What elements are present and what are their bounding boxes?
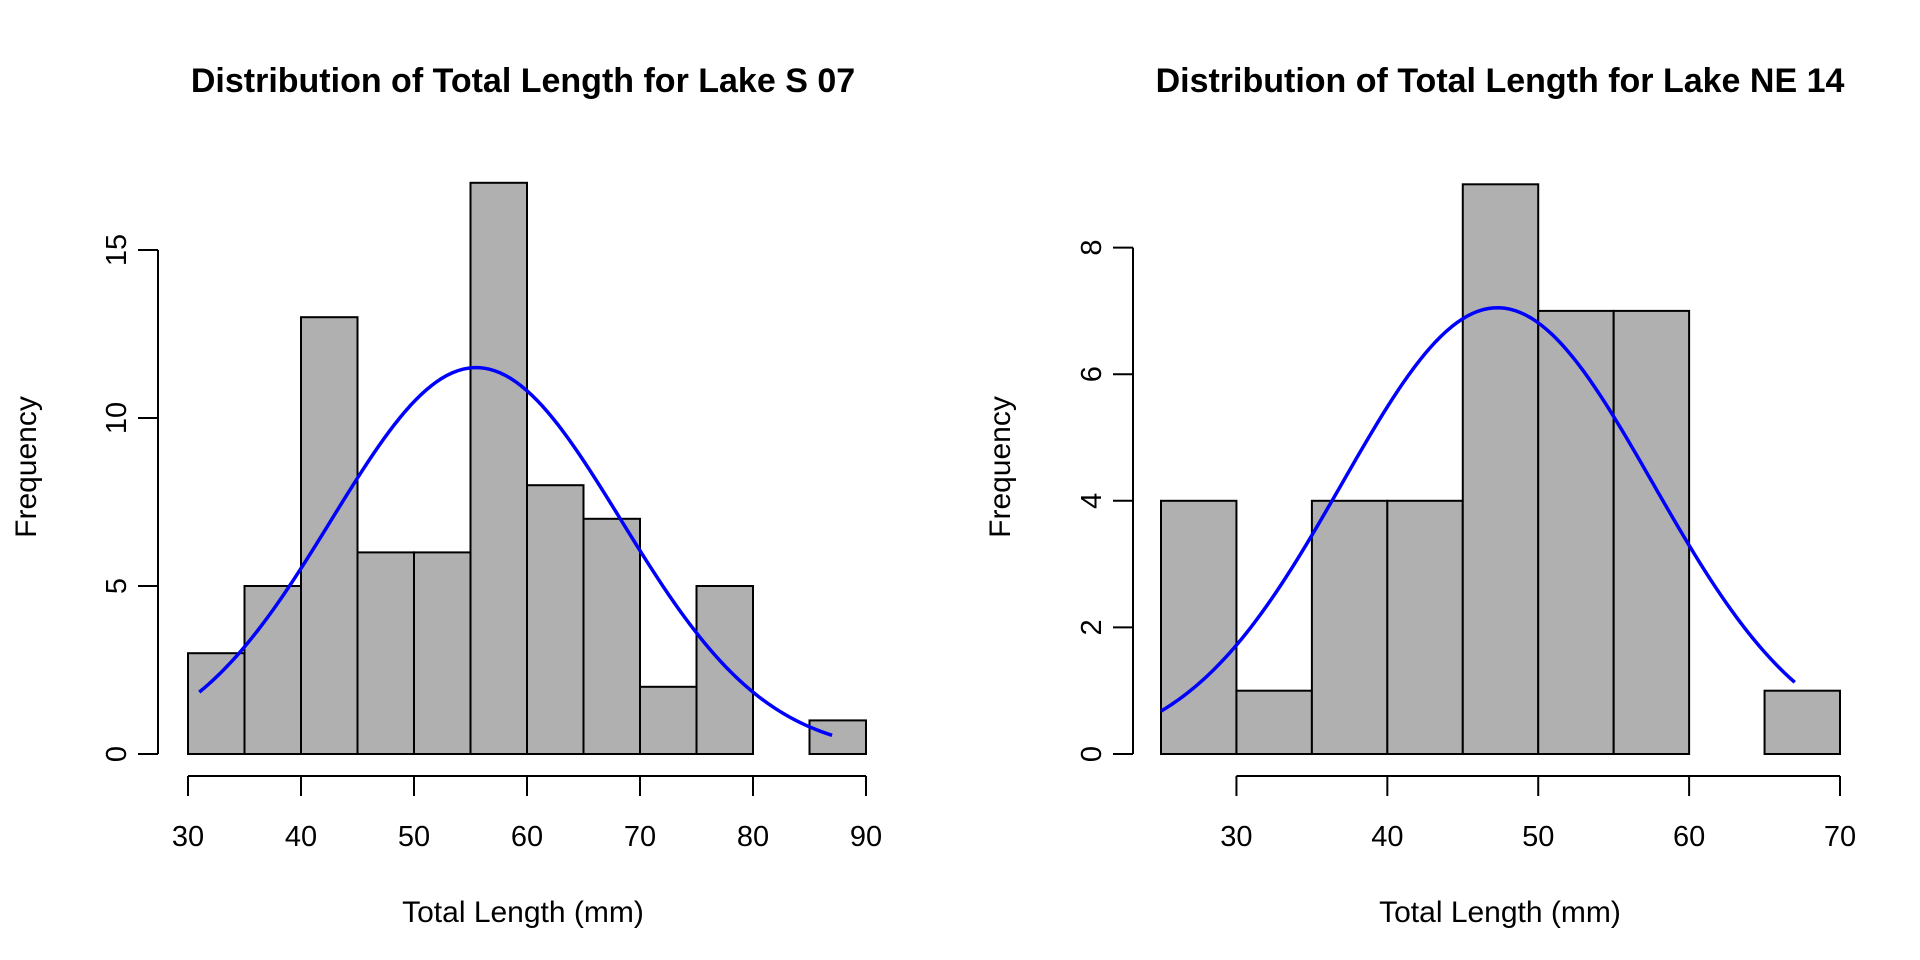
x-tick-label: 70 [1824,821,1856,853]
bars [187,181,867,756]
bar [300,316,359,755]
y-tick-label: 2 [1076,619,1108,635]
y-tick-label: 5 [101,578,133,594]
x-axis: 30 40 50 60 70 80 90 [172,775,882,853]
y-tick-label: 0 [1076,746,1108,762]
bar [1461,183,1540,756]
bar [695,585,754,755]
y-tick-label: 4 [1076,493,1108,509]
bar [243,585,302,755]
x-tick-label: 50 [398,821,430,853]
bar [639,685,698,755]
x-tick-label: 40 [285,821,317,853]
bar [1310,499,1389,755]
y-tick-label: 10 [101,402,133,434]
bar [413,551,472,756]
x-axis-label: Total Length (mm) [402,896,644,929]
bar [1386,499,1464,755]
bar [808,719,867,756]
y-axis-label: Frequency [984,396,1017,538]
normal-curve [198,365,833,737]
x-tick-label: 40 [1371,821,1403,853]
bar [1612,309,1691,755]
histogram-panel-lake-ne14: Distribution of Total Length for Lake NE… [984,62,1856,929]
bar [582,517,641,755]
x-tick-label: 80 [737,821,769,853]
bar [187,652,246,756]
bar [1235,689,1313,756]
bar [1537,309,1615,755]
y-tick-label: 8 [1076,240,1108,256]
bar [1160,499,1238,755]
histogram-panel-lake-s07: Distribution of Total Length for Lake S … [10,62,882,929]
bar [356,551,415,756]
y-tick-label: 6 [1076,366,1108,382]
normal-curve [1160,306,1796,713]
y-axis: 0 5 10 15 [101,234,159,762]
y-axis: 0 2 4 6 8 [1076,240,1134,762]
normal-curve-layer [1160,306,1796,713]
chart-title: Distribution of Total Length for Lake NE… [1156,62,1845,100]
bar [526,484,585,755]
y-axis-label: Frequency [10,396,43,538]
x-tick-label: 90 [850,821,882,853]
y-tick-label: 15 [101,234,133,266]
x-tick-label: 30 [172,821,204,853]
bars [1160,183,1841,756]
x-tick-label: 60 [511,821,543,853]
bar [1763,689,1841,756]
bar [469,181,528,756]
x-axis-label: Total Length (mm) [1379,896,1621,929]
normal-curve-layer [198,365,833,737]
x-tick-label: 70 [624,821,656,853]
chart-title: Distribution of Total Length for Lake S … [191,62,855,100]
x-tick-label: 30 [1220,821,1252,853]
x-tick-label: 50 [1522,821,1554,853]
y-tick-label: 0 [101,746,133,762]
x-tick-label: 60 [1673,821,1705,853]
x-axis: 30 40 50 60 70 [1220,775,1856,853]
